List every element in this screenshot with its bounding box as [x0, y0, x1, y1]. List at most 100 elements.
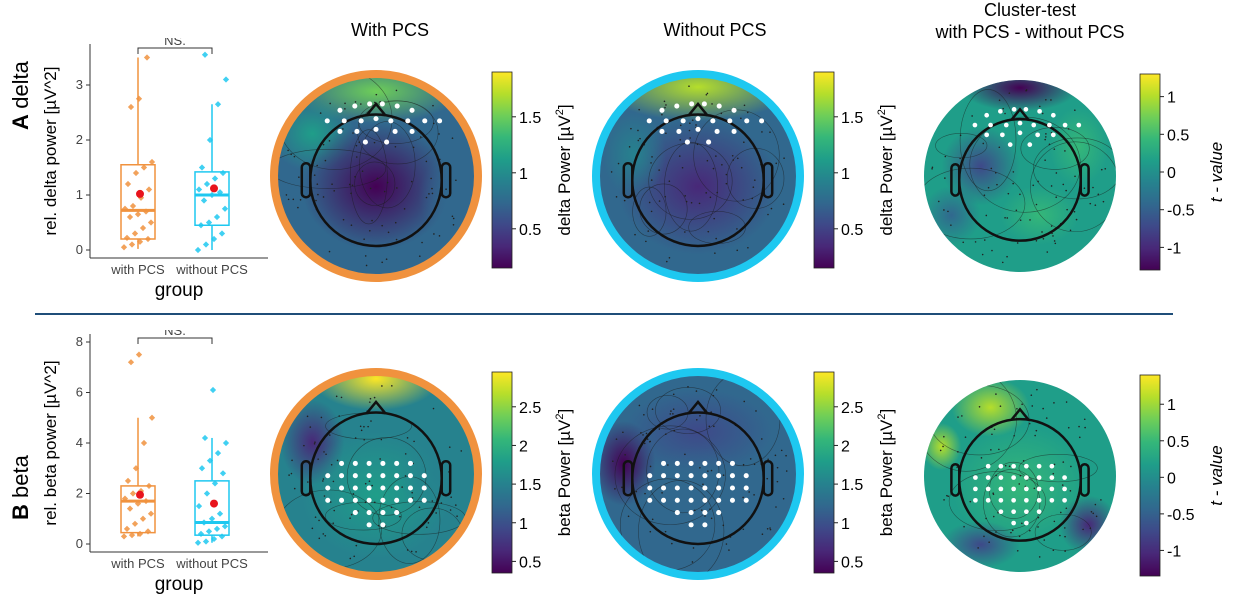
significant-electrode [367, 101, 373, 107]
row-b-name: beta [8, 455, 33, 498]
significant-electrode [998, 108, 1003, 114]
colorbar-label-sup: 2 [554, 109, 566, 115]
left-ear-outline [622, 162, 634, 199]
sensor-point [318, 519, 320, 522]
significant-electrode [352, 510, 358, 516]
colorbar-label-sup: 2 [876, 109, 888, 115]
sensor-point [411, 491, 413, 494]
sensor-point [288, 474, 290, 476]
significant-electrode [341, 118, 347, 124]
significant-electrode [373, 126, 379, 132]
contour-line [1030, 141, 1116, 233]
sensor-point [722, 524, 725, 527]
sensor-point [427, 522, 430, 524]
significant-electrode [647, 497, 653, 503]
sensor-point [999, 405, 1002, 407]
sensor-point [373, 141, 376, 144]
significant-electrode [1024, 475, 1029, 480]
x-axis-label: group [155, 574, 204, 595]
colorbar-tick-label: 1.5 [841, 477, 863, 494]
sensor-point [340, 396, 343, 399]
sensor-point [780, 449, 783, 452]
data-point [206, 136, 214, 144]
sensor-point [1048, 143, 1051, 146]
data-point [131, 230, 139, 237]
sensor-point [1052, 235, 1054, 237]
topomap-field [924, 380, 1116, 572]
sensor-point [931, 167, 933, 170]
contour-line [1020, 127, 1090, 170]
sensor-point [456, 515, 458, 517]
significant-electrode [985, 497, 991, 503]
significant-electrode [421, 497, 427, 503]
colorbar-tick-label: 0 [1167, 470, 1176, 487]
significant-electrode [688, 485, 694, 491]
sensor-point [649, 530, 652, 533]
significant-electrode [1011, 486, 1016, 492]
sensor-point [369, 397, 372, 400]
contour-line [646, 428, 720, 514]
significant-electrode [1000, 132, 1005, 138]
significant-electrode [1024, 486, 1029, 492]
left-ear-outline [950, 162, 961, 197]
contour-line [664, 141, 718, 232]
significant-electrode [1049, 486, 1055, 492]
sensor-point [425, 526, 428, 529]
significant-electrode [380, 510, 386, 516]
sensor-point [332, 522, 335, 525]
nose-outline [687, 101, 709, 117]
sensor-point [1038, 105, 1041, 108]
sensor-point [1016, 242, 1019, 244]
sensor-point [708, 425, 711, 428]
sensor-point [1083, 418, 1086, 421]
sensor-point [323, 495, 326, 497]
sensor-point [1073, 210, 1076, 213]
sensor-point [1055, 196, 1058, 198]
sensor-point [947, 495, 950, 498]
sensor-point [1016, 549, 1019, 552]
row-a-letter-text: A [8, 114, 33, 130]
sensor-point [740, 166, 743, 169]
colorbar-label-main: delta Power [µV [877, 115, 896, 236]
field-blob [1059, 495, 1116, 555]
significant-electrode [325, 497, 331, 503]
sensor-point [287, 149, 289, 152]
left-ear-outline [950, 462, 961, 497]
sensor-point [665, 260, 668, 263]
sensor-point [381, 224, 383, 227]
data-point [123, 525, 131, 532]
sensor-point [684, 231, 686, 233]
sensor-point [1001, 261, 1004, 264]
significant-electrode [1049, 463, 1055, 469]
col-title-without-pcs: Without PCS [663, 20, 767, 40]
sensor-point [293, 155, 296, 158]
sensor-point [743, 104, 746, 107]
contour-line [948, 471, 1046, 531]
sensor-point [360, 103, 362, 105]
sensor-point [992, 515, 995, 518]
sensor-point [349, 557, 352, 560]
sensor-point [709, 196, 712, 199]
sensor-point [713, 217, 715, 220]
sensor-point [728, 549, 730, 551]
sensor-point [320, 416, 323, 419]
y-tick-label: 3 [76, 77, 83, 92]
sensor-point [937, 200, 940, 203]
significant-electrode [354, 128, 360, 135]
sensor-point [1021, 522, 1023, 525]
significant-electrode [998, 486, 1004, 492]
significant-electrode [407, 473, 413, 479]
sensor-point [706, 159, 709, 162]
data-point [139, 224, 147, 232]
significant-electrode [380, 473, 386, 479]
sensor-point [942, 445, 944, 448]
sensor-point [425, 196, 428, 199]
sensor-point [306, 415, 309, 418]
sensor-point [380, 438, 383, 441]
significant-electrode [352, 103, 358, 109]
sensor-point [753, 463, 756, 466]
significant-electrode [702, 473, 708, 479]
colorbar-tick-label: 1.5 [519, 110, 541, 127]
colorbar-label: t - value [1207, 445, 1226, 505]
sensor-point [670, 410, 672, 412]
